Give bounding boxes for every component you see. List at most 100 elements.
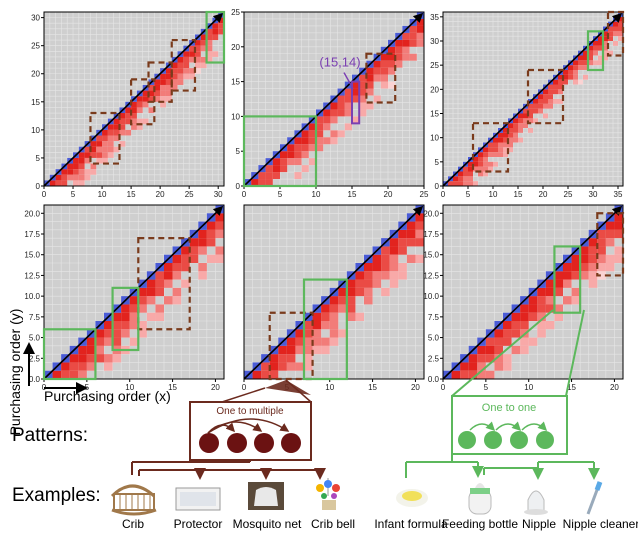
heat-cell bbox=[200, 45, 207, 52]
heat-cell bbox=[415, 213, 424, 222]
heat-cell bbox=[366, 67, 374, 75]
heat-cell bbox=[155, 279, 164, 288]
heat-cell bbox=[389, 254, 399, 263]
heat-cell bbox=[380, 74, 388, 82]
heat-cell bbox=[119, 113, 126, 119]
heat-cell bbox=[338, 304, 347, 313]
heat-cell bbox=[136, 107, 143, 114]
heat-cell bbox=[468, 370, 478, 379]
heat-cell bbox=[588, 271, 598, 280]
heat-cell bbox=[252, 370, 262, 379]
heat-cell bbox=[107, 124, 114, 130]
y-tick-label: 20 bbox=[31, 70, 40, 79]
y-tick-label: 10 bbox=[31, 126, 40, 135]
heat-cell bbox=[537, 296, 546, 305]
heat-cell bbox=[483, 171, 488, 177]
heat-cell bbox=[73, 169, 79, 175]
heat-cell bbox=[90, 141, 97, 147]
heat-cell bbox=[513, 123, 518, 128]
heat-cell bbox=[323, 109, 331, 117]
heat-cell bbox=[568, 70, 573, 75]
heat-cell bbox=[543, 89, 548, 95]
heat-cell bbox=[554, 304, 563, 313]
heat-cell bbox=[352, 95, 360, 103]
heat-cell bbox=[295, 337, 304, 346]
heat-cell bbox=[104, 321, 113, 330]
heat-cell bbox=[73, 174, 79, 181]
heat-cell bbox=[605, 263, 615, 272]
heat-cell bbox=[503, 337, 512, 346]
heat-cell bbox=[364, 271, 373, 280]
heat-cell bbox=[359, 74, 367, 82]
panel-frame bbox=[43, 204, 225, 380]
heat-cell bbox=[323, 116, 331, 124]
heat-cell bbox=[613, 31, 618, 37]
infant-formula-image bbox=[396, 489, 428, 507]
heat-cell bbox=[568, 65, 573, 70]
heat-cell bbox=[107, 141, 114, 147]
heat-cell bbox=[580, 246, 589, 255]
heatmap-panels: 0 5 10 15 20 25 30 0 5 10 15 20 25 30 0 5 10 15 20 25 0 5 10 15… bbox=[24, 8, 625, 392]
x-tick-label: 15 bbox=[168, 383, 177, 392]
heat-cell bbox=[323, 123, 331, 131]
heat-cell bbox=[344, 102, 352, 110]
heat-cell bbox=[165, 84, 172, 91]
heat-cell bbox=[477, 354, 486, 363]
brown-dashed-box bbox=[596, 212, 625, 277]
heat-cell bbox=[189, 56, 195, 63]
heat-cell bbox=[96, 146, 103, 153]
heat-cell bbox=[451, 370, 461, 379]
heat-cell bbox=[513, 118, 518, 124]
diagonal-arrow bbox=[43, 205, 224, 380]
heat-cell bbox=[468, 161, 473, 167]
heat-cell bbox=[177, 62, 184, 69]
heat-cell bbox=[364, 287, 373, 297]
heat-cell bbox=[588, 60, 593, 66]
heat-cell bbox=[61, 169, 68, 175]
heat-cell bbox=[95, 337, 104, 346]
heat-cell bbox=[200, 40, 207, 46]
heat-cell bbox=[415, 238, 424, 247]
heat-cell bbox=[508, 137, 513, 143]
heat-cell bbox=[164, 263, 173, 272]
heat-cell bbox=[49, 180, 56, 186]
brown-dashed-box bbox=[129, 78, 156, 126]
y-tick-label: 15.0 bbox=[24, 251, 40, 260]
heat-cell bbox=[554, 271, 563, 280]
heat-cell bbox=[545, 304, 555, 313]
heat-cell bbox=[513, 132, 518, 138]
heat-cell bbox=[206, 56, 213, 63]
heat-cell bbox=[598, 41, 603, 46]
heat-cell bbox=[503, 329, 512, 338]
heat-cell bbox=[287, 158, 295, 166]
heat-cell bbox=[129, 337, 139, 346]
heat-cell bbox=[381, 254, 390, 263]
heat-cell bbox=[294, 172, 302, 180]
heat-cell bbox=[136, 96, 143, 102]
heat-cell bbox=[160, 73, 166, 80]
heat-cell bbox=[69, 354, 79, 363]
heat-cell bbox=[605, 238, 615, 247]
x-tick-label: 15 bbox=[514, 190, 523, 199]
heat-cell bbox=[119, 141, 126, 147]
heat-cell bbox=[528, 337, 538, 346]
heat-cell bbox=[200, 62, 207, 69]
heat-cell bbox=[86, 354, 96, 363]
heat-cell bbox=[78, 354, 87, 363]
y-tick-label: 2.5 bbox=[29, 354, 41, 363]
heat-cell bbox=[548, 84, 553, 90]
heat-cell bbox=[543, 103, 548, 109]
y-tick-label: 5 bbox=[435, 158, 440, 167]
heat-cell bbox=[485, 345, 495, 355]
heat-cell bbox=[478, 171, 483, 177]
heat-cell bbox=[308, 158, 316, 166]
heat-cell bbox=[171, 73, 178, 80]
heat-cell bbox=[287, 151, 295, 159]
heat-cell bbox=[543, 99, 548, 104]
mosquito-net-image bbox=[248, 482, 284, 510]
heat-cell bbox=[538, 108, 543, 114]
heat-cell bbox=[597, 246, 606, 255]
heat-cell bbox=[580, 263, 589, 272]
heat-cell bbox=[533, 108, 538, 114]
heat-cell bbox=[308, 130, 316, 138]
